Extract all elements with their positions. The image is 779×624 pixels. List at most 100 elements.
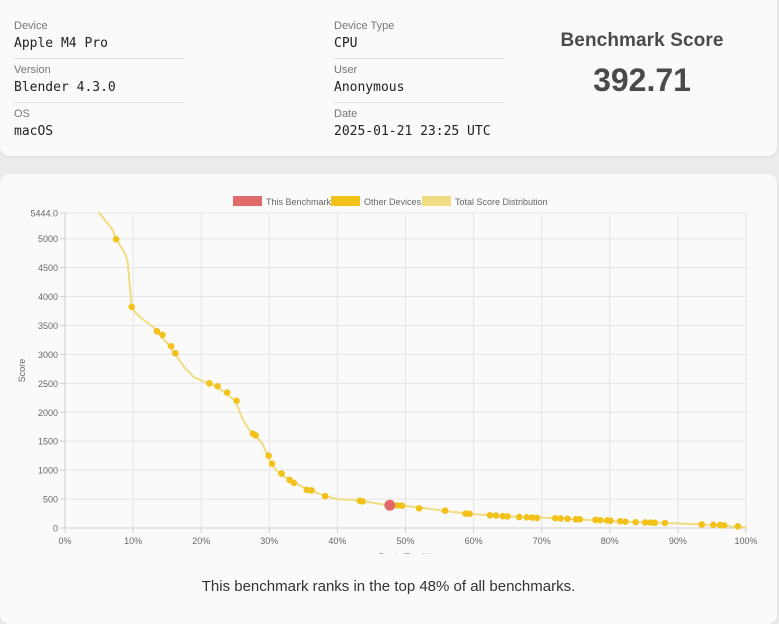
other-device-point: [278, 470, 285, 477]
other-device-point: [394, 502, 401, 509]
other-device-point: [592, 516, 599, 524]
other-device-point: [172, 349, 179, 357]
x-tick-label: 100%: [734, 536, 757, 546]
other-device-point: [359, 498, 366, 505]
legend-label: Total Score Distribution: [455, 197, 548, 207]
other-device-point: [552, 514, 559, 522]
other-device-point: [596, 516, 604, 524]
other-device-point: [710, 521, 717, 529]
other-device-point: [504, 513, 511, 520]
y-tick-label: 4000: [38, 292, 58, 302]
y-tick-label: 3500: [38, 321, 58, 331]
y-tick-label: 5000: [38, 234, 58, 244]
date-value: 2025-01-21 23:25 UTC: [334, 124, 491, 139]
other-device-point: [499, 512, 507, 520]
other-device-point: [112, 235, 120, 243]
legend-swatch: [331, 196, 360, 206]
other-device-point: [734, 522, 742, 530]
x-tick-label: 30%: [260, 536, 278, 546]
field-divider: [14, 58, 184, 59]
other-device-point: [466, 510, 473, 518]
user-value: Anonymous: [334, 80, 405, 95]
field-divider: [14, 102, 184, 103]
score-distribution-chart: 0 500 1000 1500 2000 2500 3000 3500 4000 4500 5000…: [17, 196, 758, 554]
other-device-point: [492, 512, 500, 519]
this-benchmark-point: [384, 499, 396, 511]
other-device-point: [523, 513, 531, 521]
x-tick-label: 0%: [58, 536, 71, 546]
other-device-point: [622, 518, 629, 525]
rank-caption: This benchmark ranks in the top 48% of a…: [201, 578, 576, 595]
version-value: Blender 4.3.0: [14, 80, 116, 95]
other-device-point: [308, 487, 315, 494]
y-tick-label: 4500: [38, 263, 58, 273]
benchmark-score-block: Benchmark Score 392.71: [540, 30, 744, 99]
other-device-point: [415, 505, 423, 512]
other-device-point: [576, 516, 584, 523]
y-tick-label: 5444.0: [30, 209, 58, 219]
other-device-point: [557, 515, 565, 522]
user-label: User: [334, 64, 358, 76]
other-device-point: [651, 519, 659, 527]
other-device-point: [616, 518, 624, 525]
device-value: Apple M4 Pro: [14, 36, 108, 51]
other-device-point: [661, 519, 669, 527]
other-device-point: [441, 507, 449, 514]
other-device-point: [252, 432, 259, 439]
other-device-point: [641, 519, 649, 526]
y-tick-label: 0: [53, 524, 58, 534]
other-device-point: [159, 331, 166, 339]
os-label: OS: [14, 108, 30, 120]
benchmark-score-value: 392.71: [593, 62, 691, 98]
other-device-point: [206, 380, 213, 387]
legend-label: This Benchmark: [266, 197, 332, 207]
y-tick-label: 2500: [38, 379, 58, 389]
field-divider: [334, 102, 504, 103]
x-tick-label: 10%: [124, 536, 142, 546]
benchmark-details-card: Device Apple M4 Pro Version Blender 4.3.…: [0, 0, 777, 156]
other-device-point: [214, 382, 221, 390]
device-label: Device: [14, 20, 48, 32]
other-device-point: [290, 479, 298, 487]
score-distribution-card: 0 500 1000 1500 2000 2500 3000 3500 4000 4500 5000…: [0, 174, 777, 624]
other-device-point: [233, 397, 240, 405]
other-device-point: [528, 514, 536, 521]
other-device-point: [720, 522, 728, 529]
other-device-point: [265, 452, 272, 459]
version-label: Version: [14, 64, 51, 76]
other-device-point: [167, 343, 175, 350]
y-tick-label: 500: [43, 495, 58, 505]
other-device-point: [515, 513, 523, 521]
x-tick-label: 90%: [669, 536, 687, 546]
x-tick-label: 40%: [328, 536, 346, 546]
other-device-point: [268, 460, 276, 468]
other-device-point: [321, 492, 329, 500]
x-tick-label: 50%: [396, 536, 414, 546]
distribution-line: [98, 212, 747, 529]
device-type-label: Device Type: [334, 20, 395, 32]
y-axis-title: Score: [17, 359, 27, 383]
other-device-point: [564, 515, 571, 523]
date-label: Date: [334, 108, 358, 120]
benchmark-score-title: Benchmark Score: [560, 30, 724, 51]
field-divider: [334, 58, 504, 59]
other-device-point: [398, 502, 406, 510]
other-device-point: [533, 514, 541, 522]
other-device-point: [632, 518, 639, 526]
x-tick-label: 20%: [192, 536, 210, 546]
other-device-point: [607, 517, 614, 525]
legend-swatch: [422, 196, 451, 206]
other-device-point: [698, 521, 706, 528]
x-axis-title: Rank (Top %): [378, 552, 433, 554]
y-tick-label: 1500: [38, 437, 58, 447]
other-device-point: [223, 389, 231, 396]
y-tick-label: 1000: [38, 466, 58, 476]
y-tick-label: 2000: [38, 408, 58, 418]
y-tick-label: 3000: [38, 350, 58, 360]
os-value: macOS: [14, 124, 54, 139]
x-tick-label: 60%: [465, 536, 483, 546]
x-tick-label: 70%: [533, 536, 551, 546]
other-device-point: [153, 327, 161, 335]
device-type-value: CPU: [334, 36, 358, 51]
other-device-point: [128, 303, 136, 311]
